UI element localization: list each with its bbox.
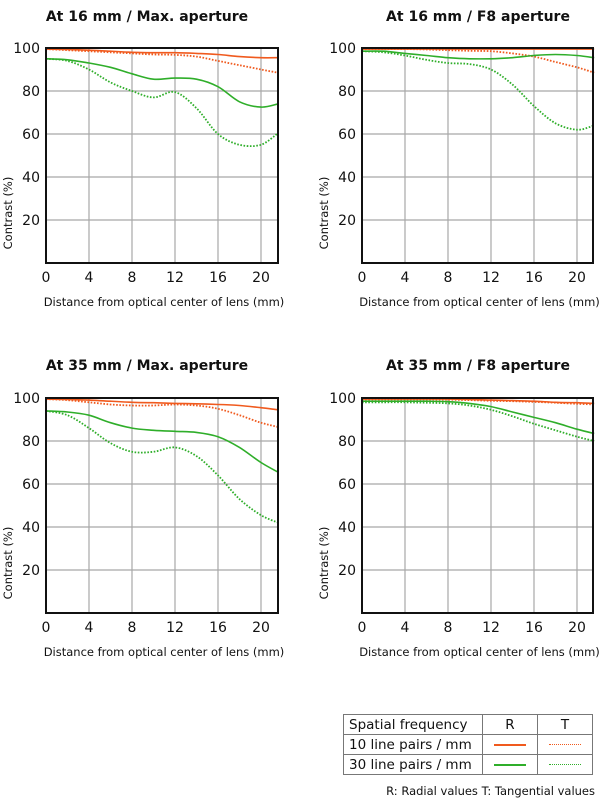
legend-header-row: Spatial frequency R T — [343, 714, 593, 735]
x-tick-label: 20 — [252, 270, 270, 286]
y-axis-label: Contrast (%) — [1, 527, 15, 600]
x-tick-label: 8 — [128, 620, 137, 636]
series-lp10-tangential — [361, 398, 595, 406]
y-tick-label: 100 — [329, 391, 356, 407]
x-axis-label: Distance from optical center of lens (mm… — [44, 645, 285, 659]
legend-table: Spatial frequency R T 10 line pairs / mm… — [343, 714, 593, 775]
legend-swatch-30lp-tangential — [549, 764, 581, 765]
x-tick-label: 0 — [42, 620, 51, 636]
chart-title: At 35 mm / F8 aperture — [386, 358, 570, 374]
series-lp10-tangential — [45, 48, 279, 74]
y-tick-label: 20 — [338, 213, 356, 229]
x-tick-label: 12 — [166, 620, 184, 636]
legend-header-label: Spatial frequency — [343, 714, 483, 735]
y-tick-label: 80 — [22, 434, 40, 450]
y-tick-label: 60 — [338, 127, 356, 143]
y-axis-label: Contrast (%) — [317, 527, 331, 600]
series-lp10-tangential — [45, 398, 279, 428]
x-axis-label: Distance from optical center of lens (mm… — [359, 295, 600, 309]
plot-frame — [361, 47, 594, 264]
x-tick-label: 8 — [444, 620, 453, 636]
x-tick-label: 20 — [568, 270, 586, 286]
series-lp10-radial — [45, 398, 279, 411]
y-axis-label: Contrast (%) — [317, 177, 331, 250]
x-axis-label: Distance from optical center of lens (mm… — [359, 645, 600, 659]
legend-swatch-10lp-tangential — [549, 744, 581, 745]
series-lp30-tangential — [361, 50, 595, 131]
series-lp30-radial — [361, 50, 595, 60]
series-lp30-radial — [45, 58, 279, 108]
series-lp30-tangential — [45, 57, 279, 148]
x-tick-label: 20 — [252, 620, 270, 636]
x-tick-label: 4 — [85, 620, 94, 636]
series-lp30-radial — [362, 400, 595, 435]
chart-panel-4: At 35 mm / F8 aperture 20 40 60 80 100 0 4 8 12 16… — [317, 358, 600, 659]
series-lp30-tangential — [362, 401, 595, 442]
y-tick-label: 60 — [338, 477, 356, 493]
y-tick-label: 20 — [22, 213, 40, 229]
x-tick-label: 16 — [209, 270, 227, 286]
legend-label-10lp: 10 line pairs / mm — [343, 734, 483, 755]
series-lp30-radial — [45, 410, 279, 473]
y-tick-label: 100 — [13, 391, 40, 407]
y-tick-label: 100 — [13, 41, 40, 57]
legend-row-10lp: 10 line pairs / mm — [343, 734, 593, 755]
y-tick-label: 80 — [338, 434, 356, 450]
chart-title: At 16 mm / F8 aperture — [386, 9, 570, 25]
x-tick-label: 12 — [482, 620, 500, 636]
x-tick-label: 8 — [444, 270, 453, 286]
chart-panel-3: At 35 mm / Max. aperture 20 40 60 80 100 0 4 8 12… — [1, 358, 284, 659]
x-tick-label: 16 — [525, 620, 543, 636]
x-tick-label: 16 — [525, 270, 543, 286]
y-axis-label: Contrast (%) — [1, 177, 15, 250]
plot-frame — [45, 397, 279, 614]
y-tick-label: 20 — [22, 563, 40, 579]
x-tick-label: 4 — [401, 620, 410, 636]
series-lp10-tangential — [362, 48, 595, 74]
y-tick-label: 80 — [22, 84, 40, 100]
x-tick-label: 12 — [166, 270, 184, 286]
y-tick-label: 40 — [338, 520, 356, 536]
y-tick-label: 80 — [338, 84, 356, 100]
legend-label-30lp: 30 line pairs / mm — [343, 754, 483, 775]
chart-title: At 16 mm / Max. aperture — [46, 9, 248, 25]
y-tick-label: 100 — [329, 41, 356, 57]
x-tick-label: 8 — [128, 270, 137, 286]
legend-swatch-10lp-radial — [494, 743, 526, 746]
x-tick-label: 0 — [42, 270, 51, 286]
x-tick-label: 0 — [358, 270, 367, 286]
legend-swatch-30lp-radial — [494, 763, 526, 766]
x-tick-label: 4 — [401, 270, 410, 286]
y-tick-label: 40 — [338, 170, 356, 186]
chart-panel-2: At 16 mm / F8 aperture 20 40 60 80 100 0 4 8 12 16… — [317, 9, 600, 309]
chart-title: At 35 mm / Max. aperture — [46, 358, 248, 374]
legend-row-30lp: 30 line pairs / mm — [343, 754, 593, 775]
y-tick-label: 40 — [22, 170, 40, 186]
y-tick-label: 20 — [338, 563, 356, 579]
x-tick-label: 20 — [568, 620, 586, 636]
chart-panel-1: At 16 mm / Max. aperture 20 40 60 80 100 0 4 8 12… — [1, 9, 284, 309]
series-lp30-tangential — [45, 410, 279, 524]
plot-frame — [45, 47, 279, 264]
series-lp10-radial — [45, 48, 279, 59]
x-tick-label: 4 — [85, 270, 94, 286]
x-tick-label: 16 — [209, 620, 227, 636]
x-axis-label: Distance from optical center of lens (mm… — [44, 295, 285, 309]
y-tick-label: 60 — [22, 127, 40, 143]
legend-header-r: R — [482, 714, 538, 735]
legend-note: R: Radial values T: Tangential values — [386, 784, 595, 798]
y-tick-label: 60 — [22, 477, 40, 493]
legend-header-t: T — [537, 714, 593, 735]
plot-frame — [361, 397, 594, 614]
x-tick-label: 0 — [358, 620, 367, 636]
x-tick-label: 12 — [482, 270, 500, 286]
y-tick-label: 40 — [22, 520, 40, 536]
